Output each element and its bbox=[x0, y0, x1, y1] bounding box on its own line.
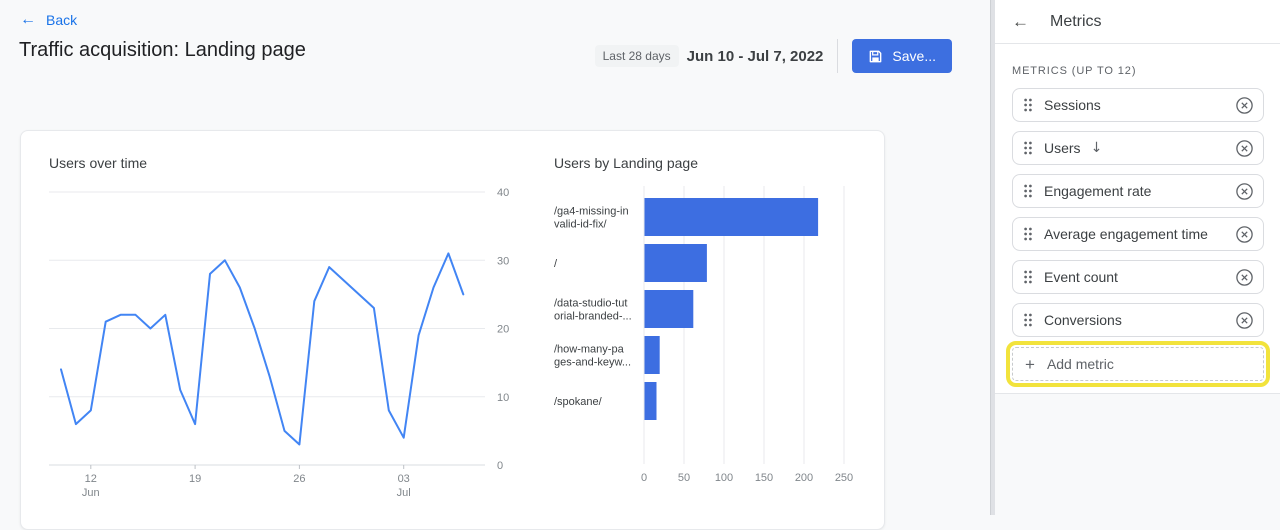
metrics-list: Sessions Users ↓ Engagement rate Average eng… bbox=[1006, 88, 1270, 387]
metric-label: Conversions bbox=[1044, 312, 1122, 328]
back-label: Back bbox=[46, 12, 78, 28]
svg-text:100: 100 bbox=[715, 472, 733, 484]
svg-text:20: 20 bbox=[497, 324, 509, 336]
save-label: Save... bbox=[892, 48, 936, 64]
svg-text:150: 150 bbox=[755, 472, 773, 484]
drag-handle-icon[interactable] bbox=[1023, 269, 1033, 285]
metrics-section-label: METRICS (UP TO 12) bbox=[1012, 65, 1137, 77]
remove-metric-icon[interactable] bbox=[1235, 311, 1254, 330]
toolbar-divider bbox=[837, 39, 839, 73]
svg-text:50: 50 bbox=[678, 472, 690, 484]
metrics-panel-title: Metrics bbox=[1050, 12, 1102, 30]
remove-metric-icon[interactable] bbox=[1235, 96, 1254, 115]
plus-icon: + bbox=[1025, 354, 1035, 374]
svg-text:/spokane/: /spokane/ bbox=[554, 396, 603, 408]
svg-text:Jun: Jun bbox=[82, 487, 100, 499]
metric-card-sessions[interactable]: Sessions bbox=[1012, 88, 1264, 122]
metric-label: Average engagement time bbox=[1044, 226, 1208, 242]
svg-text:orial-branded-...: orial-branded-... bbox=[554, 311, 632, 323]
back-button[interactable]: ← Back bbox=[20, 11, 78, 29]
svg-text:12: 12 bbox=[85, 473, 97, 485]
svg-text:200: 200 bbox=[795, 472, 813, 484]
svg-text:26: 26 bbox=[293, 473, 305, 485]
date-range[interactable]: Jun 10 - Jul 7, 2022 bbox=[686, 47, 824, 65]
metrics-panel: ← Metrics METRICS (UP TO 12) Sessions Use… bbox=[995, 0, 1280, 515]
line-chart-title: Users over time bbox=[49, 155, 148, 171]
drag-handle-icon[interactable] bbox=[1023, 312, 1033, 328]
drag-handle-icon[interactable] bbox=[1023, 226, 1033, 242]
metric-card-event-count[interactable]: Event count bbox=[1012, 260, 1264, 294]
svg-text:Jul: Jul bbox=[397, 487, 411, 499]
svg-text:30: 30 bbox=[497, 255, 509, 267]
svg-text:/ga4-missing-in: /ga4-missing-in bbox=[554, 206, 629, 218]
svg-text:/data-studio-tut: /data-studio-tut bbox=[554, 298, 627, 310]
svg-text:/how-many-pa: /how-many-pa bbox=[554, 344, 625, 356]
save-icon bbox=[868, 49, 883, 64]
metric-label: Sessions bbox=[1044, 97, 1101, 113]
users-over-time-chart: 0 10 20 30 40 12 Jun 19 26 03 Jul bbox=[49, 187, 509, 499]
visualization-card: Users over time Users by Landing page 0 1… bbox=[20, 130, 885, 530]
svg-text:10: 10 bbox=[497, 392, 509, 404]
svg-text:valid-id-fix/: valid-id-fix/ bbox=[554, 219, 608, 231]
main-area: ← Back Traffic acquisition: Landing page… bbox=[19, 11, 952, 530]
save-button[interactable]: Save... bbox=[852, 39, 952, 73]
drag-handle-icon[interactable] bbox=[1023, 97, 1033, 113]
remove-metric-icon[interactable] bbox=[1235, 268, 1254, 287]
metric-card-average-engagement-time[interactable]: Average engagement time bbox=[1012, 217, 1264, 251]
svg-text:ges-and-keyw...: ges-and-keyw... bbox=[554, 357, 631, 369]
remove-metric-icon[interactable] bbox=[1235, 139, 1254, 158]
date-preset-chip[interactable]: Last 28 days bbox=[594, 45, 679, 67]
metrics-panel-header: ← Metrics bbox=[995, 0, 1280, 44]
panel-resize-divider bbox=[990, 0, 995, 515]
svg-text:0: 0 bbox=[497, 460, 503, 472]
svg-text:19: 19 bbox=[189, 473, 201, 485]
add-metric-label: Add metric bbox=[1046, 356, 1114, 372]
metric-label: Engagement rate bbox=[1044, 183, 1152, 199]
drag-handle-icon[interactable] bbox=[1023, 140, 1033, 156]
page-title: Traffic acquisition: Landing page bbox=[19, 39, 306, 61]
remove-metric-icon[interactable] bbox=[1235, 182, 1254, 201]
metric-label: Event count bbox=[1044, 269, 1118, 285]
metric-card-users[interactable]: Users ↓ bbox=[1012, 131, 1264, 165]
svg-text:0: 0 bbox=[641, 472, 647, 484]
remove-metric-icon[interactable] bbox=[1235, 225, 1254, 244]
drag-handle-icon[interactable] bbox=[1023, 183, 1033, 199]
svg-text:/: / bbox=[554, 258, 558, 270]
panel-footer-divider bbox=[995, 393, 1280, 394]
users-by-landing-page-chart: 0 50 100 150 200 250/ga4-missing-invalid-id-f… bbox=[554, 186, 853, 484]
add-metric-button[interactable]: + Add metric bbox=[1006, 341, 1270, 387]
metric-label: Users bbox=[1044, 140, 1081, 156]
svg-text:250: 250 bbox=[835, 472, 853, 484]
metric-card-conversions[interactable]: Conversions bbox=[1012, 303, 1264, 337]
svg-text:03: 03 bbox=[398, 473, 410, 485]
svg-text:40: 40 bbox=[497, 187, 509, 199]
panel-footer bbox=[995, 394, 1280, 515]
metric-card-engagement-rate[interactable]: Engagement rate bbox=[1012, 174, 1264, 208]
bar-chart-title: Users by Landing page bbox=[554, 155, 698, 171]
back-arrow-icon: ← bbox=[20, 11, 36, 28]
sort-descending-icon: ↓ bbox=[1090, 140, 1103, 156]
header-toolbar: Last 28 days Jun 10 - Jul 7, 2022 Save..… bbox=[594, 39, 952, 73]
panel-back-arrow-icon[interactable]: ← bbox=[1012, 12, 1029, 31]
